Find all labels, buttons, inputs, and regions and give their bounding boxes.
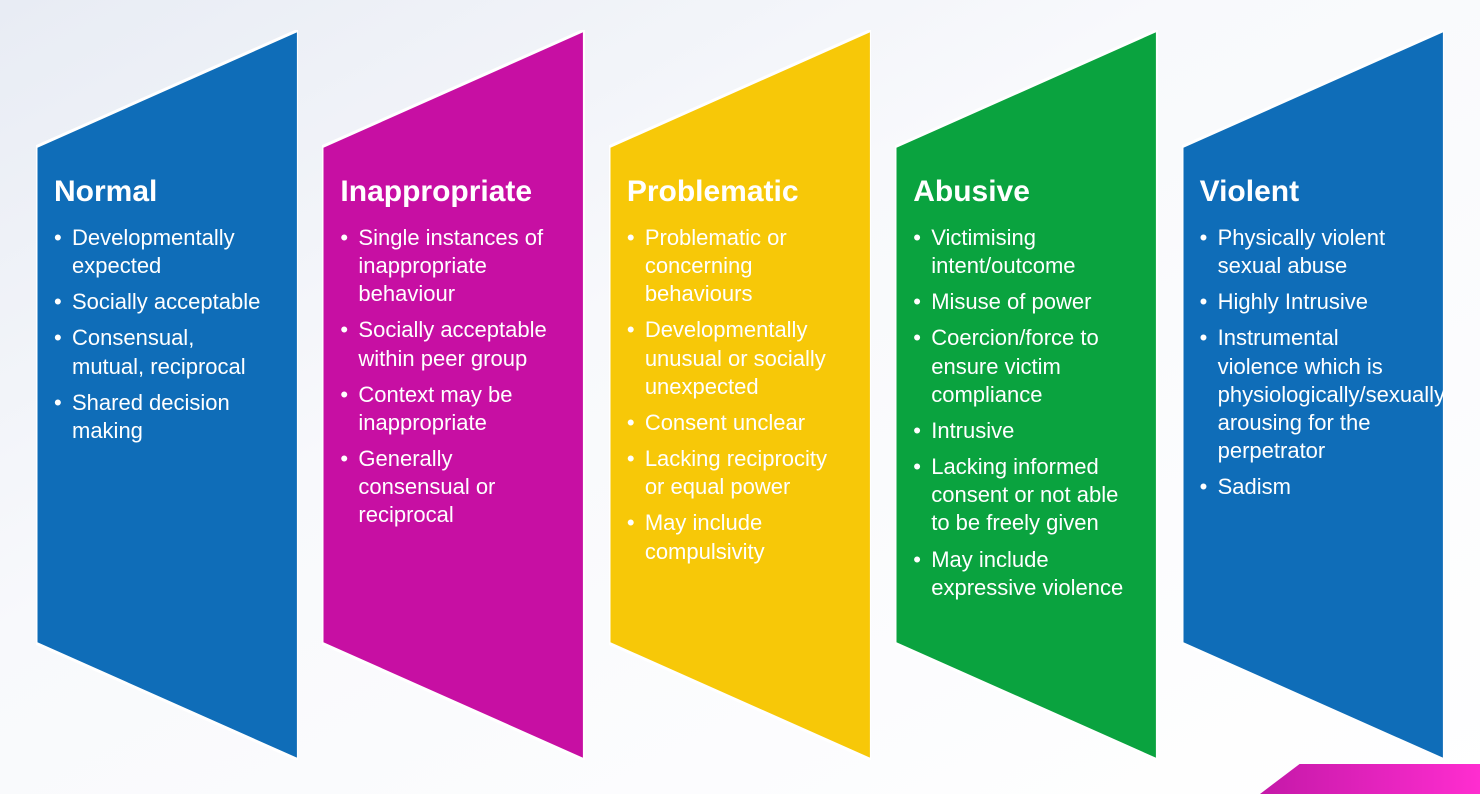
chevron-list-item: Socially acceptable within peer group	[340, 316, 552, 372]
chevron-list-item: Developmentally expected	[54, 224, 266, 280]
chevron-list-item: Context may be inappropriate	[340, 381, 552, 437]
chevron-list-item: Lacking informed consent or not able to …	[913, 453, 1125, 537]
chevron-list-item: Socially acceptable	[54, 288, 266, 316]
chevron-list-item: Instrumental violence which is physiolog…	[1200, 324, 1412, 465]
chevron-content: Violent Physically violent sexual abuse Hi…	[1200, 175, 1412, 509]
chevron-list: Problematic or concerning behavioursDeve…	[627, 224, 839, 566]
chevron-title: Problematic	[627, 175, 839, 208]
chevron-panel-1: Inappropriate Single instances of inappro…	[322, 30, 584, 760]
chevron-list-item: Shared decision making	[54, 389, 266, 445]
chevron-list-item: Consent unclear	[627, 409, 839, 437]
chevron-list: Single instances of inappropriate behavi…	[340, 224, 552, 530]
chevron-list-item: Misuse of power	[913, 288, 1125, 316]
chevron-list-item: Highly Intrusive	[1200, 288, 1412, 316]
chevron-panel-2: Problematic Problematic or concerning beh…	[609, 30, 871, 760]
chevron-list: Victimising intent/outcome Misuse of powe…	[913, 224, 1125, 602]
chevron-list-item: May include compulsivity	[627, 509, 839, 565]
chevron-list-item: Physically violent sexual abuse	[1200, 224, 1412, 280]
chevron-list-item: Developmentally unusual or socially unex…	[627, 316, 839, 400]
chevron-list-item: Problematic or concerning behaviours	[627, 224, 839, 308]
chevron-title: Abusive	[913, 175, 1125, 208]
chevron-list-item: May include expressive violence	[913, 546, 1125, 602]
chevron-list: Developmentally expected Socially accepta…	[54, 224, 266, 445]
chevron-panel-4: Violent Physically violent sexual abuse Hi…	[1182, 30, 1444, 760]
chevron-title: Inappropriate	[340, 175, 552, 208]
chevron-title: Normal	[54, 175, 266, 208]
chevron-list-item: Intrusive	[913, 417, 1125, 445]
chevron-list: Physically violent sexual abuse Highly In…	[1200, 224, 1412, 501]
chevron-panel-3: Abusive Victimising intent/outcome Misuse …	[895, 30, 1157, 760]
chevron-content: Normal Developmentally expected Socially a…	[54, 175, 266, 453]
chevron-content: Abusive Victimising intent/outcome Misuse …	[913, 175, 1125, 610]
chevron-list-item: Sadism	[1200, 473, 1412, 501]
chevron-content: Inappropriate Single instances of inappro…	[340, 175, 552, 538]
chevron-panel-0: Normal Developmentally expected Socially a…	[36, 30, 298, 760]
chevron-container: Normal Developmentally expected Socially a…	[0, 0, 1480, 794]
chevron-list-item: Single instances of inappropriate behavi…	[340, 224, 552, 308]
chevron-title: Violent	[1200, 175, 1412, 208]
chevron-list-item: Generally consensual or reciprocal	[340, 445, 552, 529]
chevron-list-item: Consensual, mutual, reciprocal	[54, 324, 266, 380]
chevron-content: Problematic Problematic or concerning beh…	[627, 175, 839, 574]
chevron-list-item: Victimising intent/outcome	[913, 224, 1125, 280]
chevron-list-item: Coercion/force to ensure victim complian…	[913, 324, 1125, 408]
chevron-list-item: Lacking reciprocity or equal power	[627, 445, 839, 501]
